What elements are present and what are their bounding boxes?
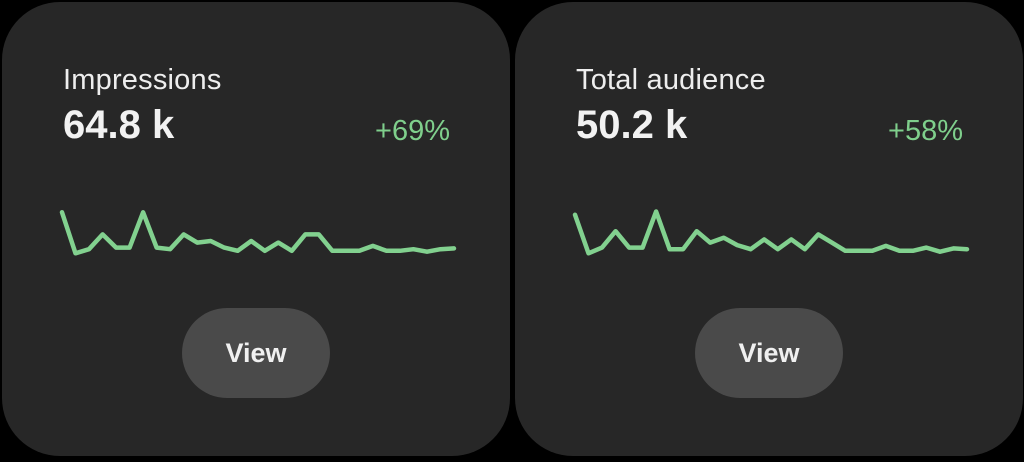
trend-line [572, 209, 970, 256]
view-button[interactable]: View [182, 308, 330, 398]
card-value: 50.2 k [576, 103, 688, 147]
change-badge: +58% [888, 115, 963, 147]
card-value: 64.8 k [63, 103, 175, 147]
card-title: Impressions [63, 64, 222, 96]
trend-line [59, 210, 457, 256]
card-title: Total audience [576, 64, 766, 96]
view-button[interactable]: View [695, 308, 843, 398]
impressions-card: Impressions 64.8 k +69% View [2, 2, 510, 456]
trend-sparkline [59, 210, 457, 256]
trend-sparkline [572, 209, 970, 256]
change-badge: +69% [375, 115, 450, 147]
total-audience-card: Total audience 50.2 k +58% View [515, 2, 1023, 456]
